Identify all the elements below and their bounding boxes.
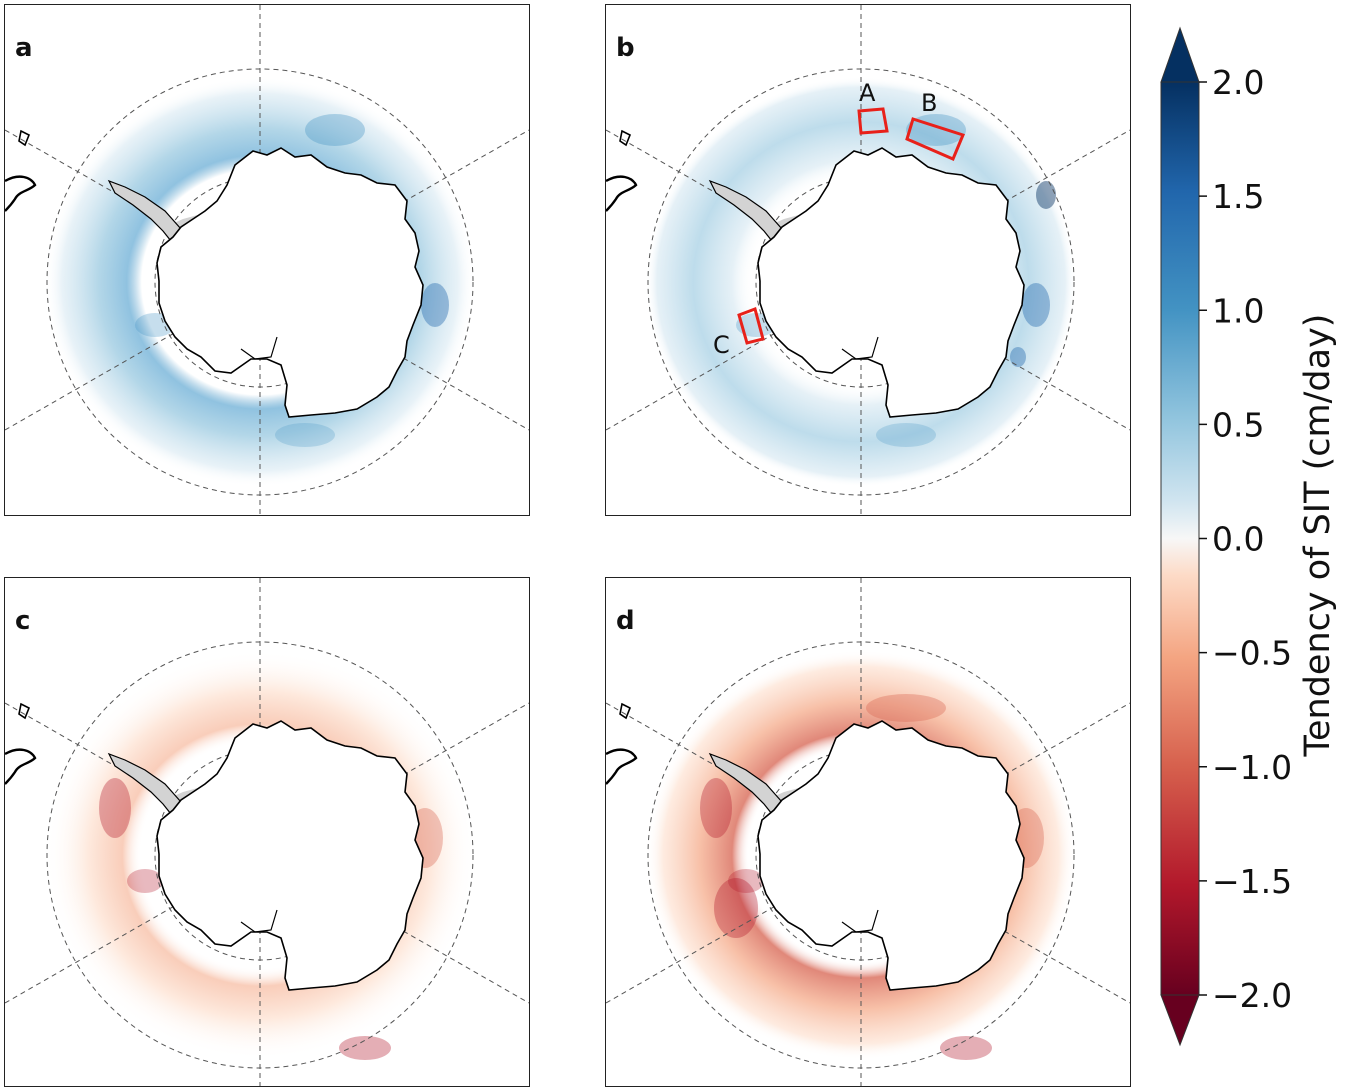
tendency-anomaly xyxy=(99,778,131,838)
region-box-b xyxy=(905,117,966,161)
map-canvas xyxy=(5,578,529,1086)
tendency-anomaly xyxy=(339,1036,391,1060)
colorbar-tick-label: 0.5 xyxy=(1212,405,1264,444)
colorbar-ticks: 2.0 1.5 1.0 0.5 0.0 −0.5 −1.0 −1.5 −2.0 xyxy=(1199,63,1292,1015)
map-canvas xyxy=(606,578,1130,1086)
region-label-a: A xyxy=(859,79,876,107)
tendency-anomaly xyxy=(866,694,946,722)
colorbar-body xyxy=(1160,81,1200,996)
antarctica xyxy=(107,720,424,991)
south-america-coast xyxy=(606,702,638,785)
south-america-coast xyxy=(5,129,37,212)
tendency-anomaly xyxy=(1036,181,1056,209)
south-america-coast xyxy=(5,702,37,785)
tendency-anomaly xyxy=(728,869,764,893)
region-label-c: C xyxy=(713,331,730,359)
map-canvas: A B C xyxy=(606,5,1130,515)
panel-letter: d xyxy=(616,606,635,636)
antarctica xyxy=(107,147,424,418)
colorbar-tick-label: 0.0 xyxy=(1212,520,1264,559)
region-box-c xyxy=(737,307,765,345)
colorbar-title: Tendency of SIT (cm/day) xyxy=(1298,313,1338,757)
tendency-anomaly xyxy=(876,423,936,447)
colorbar-tick-label: −1.0 xyxy=(1212,748,1292,787)
tendency-anomaly xyxy=(127,869,163,893)
panel-letter: c xyxy=(15,606,31,636)
region-label-b: B xyxy=(921,89,937,117)
colorbar-extend-top xyxy=(1160,26,1200,83)
map-panel-d: d xyxy=(605,577,1131,1087)
colorbar: 2.0 1.5 1.0 0.5 0.0 −0.5 −1.0 −1.5 −2.0 xyxy=(1160,26,1292,1047)
tendency-anomaly xyxy=(275,423,335,447)
map-panel-c: c xyxy=(4,577,530,1087)
tendency-anomaly xyxy=(1010,347,1026,367)
region-box-a xyxy=(857,107,889,135)
panel-letter: b xyxy=(616,33,635,63)
tendency-anomaly xyxy=(421,283,449,327)
colorbar-tick-label: −0.5 xyxy=(1212,634,1292,673)
colorbar-tick-label: −1.5 xyxy=(1212,862,1292,901)
map-panel-a: a xyxy=(4,4,530,516)
tendency-anomaly xyxy=(305,114,365,146)
tendency-anomaly xyxy=(700,778,732,838)
panel-letter: a xyxy=(15,33,33,63)
south-america-coast xyxy=(606,129,638,212)
colorbar-tick-label: 2.0 xyxy=(1212,63,1264,102)
colorbar-tick-label: −2.0 xyxy=(1212,976,1292,1015)
map-canvas xyxy=(5,5,529,515)
antarctica xyxy=(708,147,1025,418)
colorbar-tick-label: 1.0 xyxy=(1212,291,1264,330)
antarctica xyxy=(708,720,1025,991)
colorbar-tick-label: 1.5 xyxy=(1212,177,1264,216)
tendency-anomaly xyxy=(1022,283,1050,327)
colorbar-extend-bottom xyxy=(1160,994,1200,1047)
tendency-anomaly xyxy=(940,1036,992,1060)
tendency-anomaly xyxy=(714,878,758,938)
